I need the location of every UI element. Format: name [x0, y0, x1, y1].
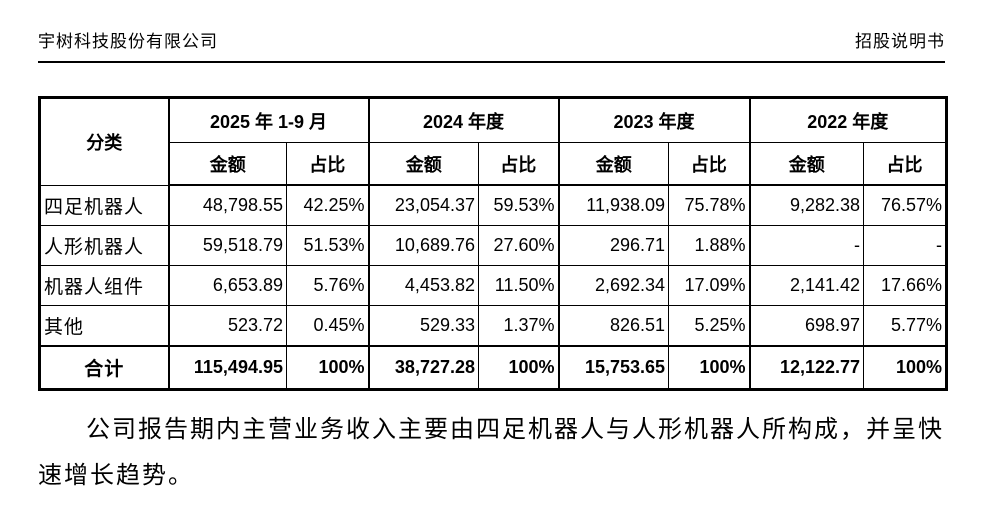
period-header-2024: 2024 年度 — [367, 97, 560, 143]
ratio-header-2022: 占比 — [863, 142, 948, 186]
ratio-cell: 5.25% — [668, 305, 751, 347]
total-ratio-cell: 100% — [863, 345, 948, 390]
amount-cell: 23,054.37 — [367, 184, 479, 226]
ratio-cell: 75.78% — [668, 184, 751, 226]
period-header-2023: 2023 年度 — [557, 97, 751, 143]
total-ratio-cell: 100% — [286, 345, 369, 390]
total-amount-cell: 115,494.95 — [167, 345, 287, 390]
table-row-components: 机器人组件 6,653.89 5.76% 4,453.82 11.50% 2,6… — [39, 265, 948, 306]
ratio-cell: 5.77% — [863, 305, 948, 347]
total-ratio-cell: 100% — [668, 345, 751, 390]
amount-cell: 523.72 — [167, 305, 287, 347]
ratio-cell: 11.50% — [477, 265, 560, 306]
paragraph-line: 速增长趋势。 — [38, 463, 194, 489]
ratio-cell: 0.45% — [286, 305, 369, 347]
total-amount-cell: 15,753.65 — [557, 345, 670, 390]
body-paragraph: 公司报告期内主营业务收入主要由四足机器人与人形机器人所构成，并呈快 速增长趋势。 — [38, 407, 945, 499]
amount-cell: 10,689.76 — [367, 225, 479, 266]
revenue-table: 分类 2025 年 1-9 月 2024 年度 2023 年度 2022 年度 … — [38, 96, 949, 391]
amount-cell: 59,518.79 — [167, 225, 287, 266]
total-ratio-cell: 100% — [477, 345, 560, 390]
table-row-humanoid: 人形机器人 59,518.79 51.53% 10,689.76 27.60% … — [39, 225, 948, 266]
period-header-2022: 2022 年度 — [748, 97, 948, 143]
ratio-cell: 42.25% — [286, 184, 369, 226]
company-name: 宇树科技股份有限公司 — [38, 32, 218, 51]
category-cell: 机器人组件 — [39, 265, 169, 306]
ratio-cell: 17.66% — [863, 265, 948, 306]
table-row-other: 其他 523.72 0.45% 529.33 1.37% 826.51 5.25… — [39, 305, 948, 347]
amount-cell: 6,653.89 — [167, 265, 287, 306]
total-amount-cell: 12,122.77 — [748, 345, 865, 390]
prospectus-page: 宇树科技股份有限公司 招股说明书 分类 2025 年 1-9 月 2024 年度… — [38, 0, 949, 499]
amount-cell: 2,141.42 — [748, 265, 865, 306]
period-header-2025: 2025 年 1-9 月 — [167, 97, 369, 143]
ratio-cell: 5.76% — [286, 265, 369, 306]
ratio-cell: 17.09% — [668, 265, 751, 306]
ratio-cell: 1.37% — [477, 305, 560, 347]
amount-cell: 2,692.34 — [557, 265, 670, 306]
ratio-cell: 76.57% — [863, 184, 948, 226]
category-cell: 四足机器人 — [39, 184, 169, 226]
ratio-cell: 27.60% — [477, 225, 560, 266]
amount-cell: 826.51 — [557, 305, 670, 347]
ratio-cell: 51.53% — [286, 225, 369, 266]
amount-header-2023: 金额 — [557, 142, 670, 186]
amount-cell: 11,938.09 — [557, 184, 670, 226]
sub-header-row: 金额 占比 金额 占比 金额 占比 金额 占比 — [40, 142, 948, 186]
category-column-header: 分类 — [39, 97, 169, 186]
ratio-header-2023: 占比 — [668, 142, 751, 186]
doc-type-label: 招股说明书 — [855, 32, 945, 51]
category-cell: 人形机器人 — [39, 225, 169, 266]
amount-cell: 9,282.38 — [748, 184, 865, 226]
period-header-row: 分类 2025 年 1-9 月 2024 年度 2023 年度 2022 年度 — [39, 97, 948, 186]
ratio-header-2024: 占比 — [477, 142, 560, 186]
amount-cell: 4,453.82 — [367, 265, 479, 306]
doc-header: 宇树科技股份有限公司 招股说明书 — [38, 0, 945, 63]
amount-cell: 48,798.55 — [167, 184, 287, 226]
amount-header-2024: 金额 — [367, 142, 479, 186]
paragraph-line: 公司报告期内主营业务收入主要由四足机器人与人形机器人所构成，并呈快 — [86, 417, 944, 443]
category-cell: 其他 — [39, 305, 169, 347]
amount-cell: - — [748, 225, 865, 266]
table-row-total: 合计 115,494.95 100% 38,727.28 100% 15,753… — [39, 345, 948, 390]
amount-cell: 296.71 — [557, 225, 670, 266]
total-amount-cell: 38,727.28 — [367, 345, 479, 390]
amount-cell: 529.33 — [367, 305, 479, 347]
amount-header-2025: 金额 — [167, 142, 287, 186]
ratio-header-2025: 占比 — [286, 142, 369, 186]
total-label-cell: 合计 — [39, 345, 169, 390]
amount-cell: 698.97 — [748, 305, 865, 347]
ratio-cell: 59.53% — [477, 184, 560, 226]
amount-header-2022: 金额 — [748, 142, 865, 186]
table-row-quadruped: 四足机器人 48,798.55 42.25% 23,054.37 59.53% … — [39, 184, 948, 226]
ratio-cell: 1.88% — [668, 225, 751, 266]
ratio-cell: - — [863, 225, 948, 266]
